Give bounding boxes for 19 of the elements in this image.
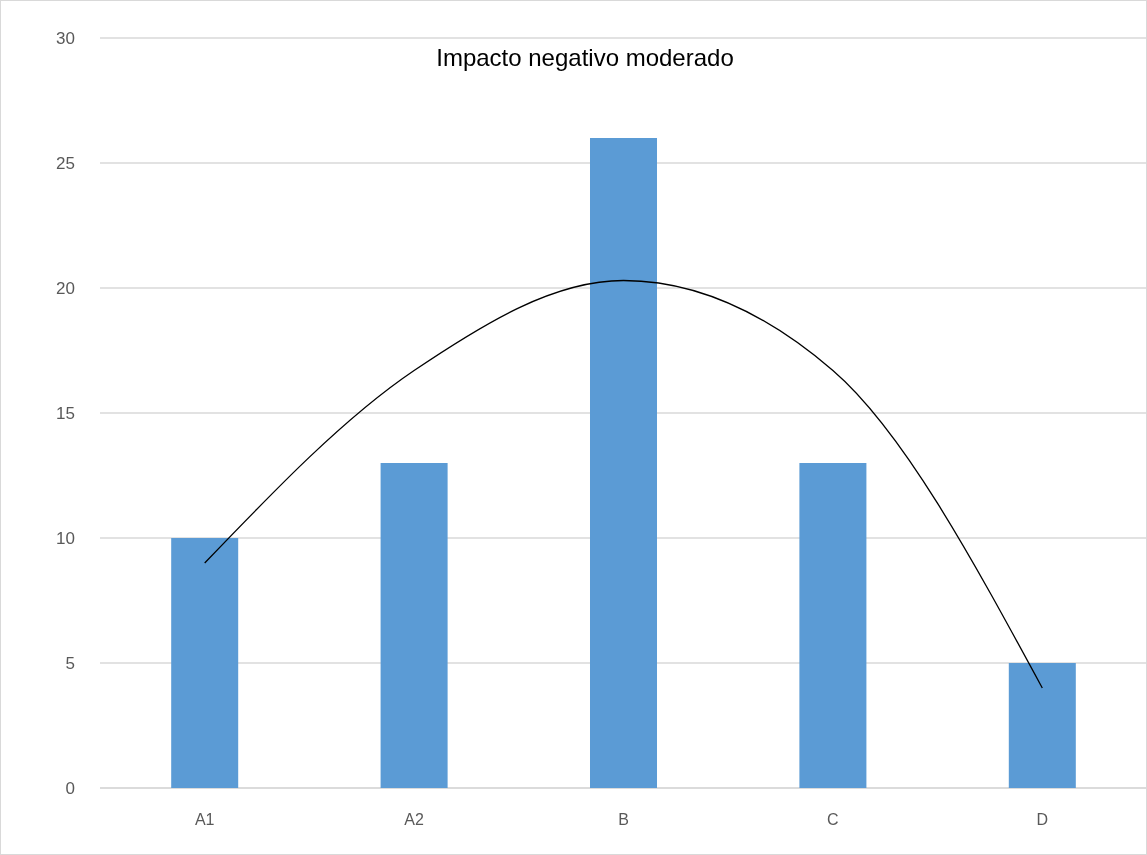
y-tick-label: 20 xyxy=(56,278,75,298)
bar xyxy=(799,463,867,788)
y-tick-label: 0 xyxy=(65,778,75,798)
bar xyxy=(1008,663,1076,788)
y-tick-label: 15 xyxy=(56,403,75,423)
y-tick-label: 30 xyxy=(56,28,75,48)
y-tick-label: 5 xyxy=(65,653,75,673)
chart-title: Impacto negativo moderado xyxy=(436,44,734,72)
x-tick-label: C xyxy=(827,810,839,828)
bar xyxy=(380,463,448,788)
line-series xyxy=(204,279,1043,689)
x-tick-label: B xyxy=(618,810,629,828)
x-tick-label: A1 xyxy=(194,810,215,828)
x-tick-label: D xyxy=(1036,810,1049,828)
x-tick-label: A2 xyxy=(404,810,424,828)
y-tick-label: 10 xyxy=(56,528,75,548)
bar xyxy=(590,138,657,788)
bar xyxy=(171,538,239,788)
y-tick-label: 25 xyxy=(56,153,75,173)
